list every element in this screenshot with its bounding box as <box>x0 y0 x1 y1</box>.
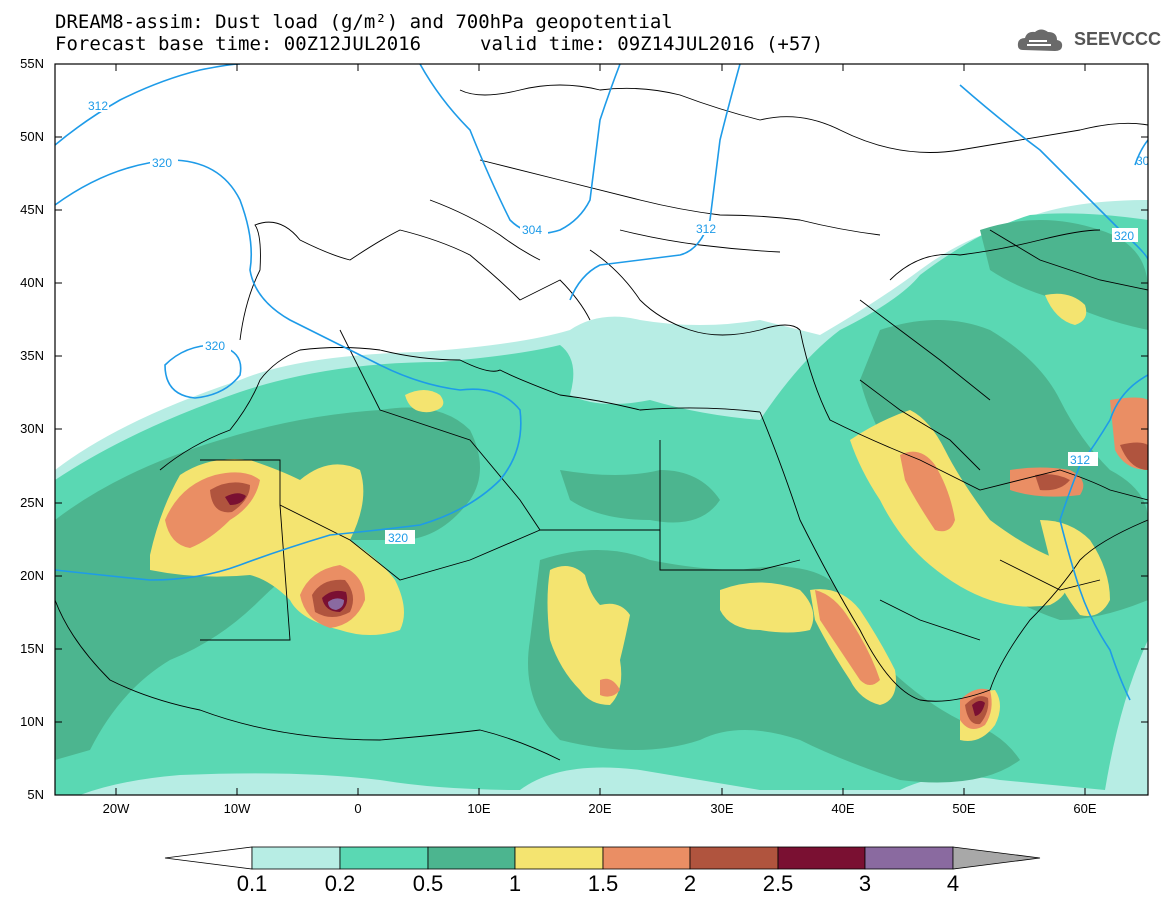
contour-label: 320 <box>152 156 172 170</box>
dust-shade-1 <box>720 582 814 633</box>
lat-label: 10N <box>20 714 44 729</box>
contour-312-far <box>959 84 1148 261</box>
dust-shade-2.5 <box>972 700 985 716</box>
lat-label: 30N <box>20 421 44 436</box>
colorbar-bin <box>864 846 954 870</box>
lon-label: 10W <box>223 801 251 816</box>
colorbar-label: 2.5 <box>762 871 794 896</box>
lon-label: 20W <box>102 801 130 816</box>
lon-label: 50E <box>952 801 976 816</box>
colorbar-bin <box>689 846 779 870</box>
geopotential-contours <box>55 64 1148 701</box>
colorbar-bin <box>514 846 604 870</box>
contour-label: 320 <box>1114 229 1134 243</box>
lat-label: 25N <box>20 495 44 510</box>
colorbar-label: 4 <box>946 871 960 896</box>
contour-label: 304 <box>522 223 542 237</box>
colorbar-label: 0.5 <box>412 871 444 896</box>
contour-label: 312 <box>88 99 108 113</box>
dust-shade-2 <box>1120 442 1148 470</box>
colorbar-label: 1.5 <box>587 871 619 896</box>
map-title: DREAM8-assim: Dust load (g/m²) and 700hP… <box>55 11 673 33</box>
contour-312-gulf <box>1059 374 1148 701</box>
contour-label: 312 <box>1070 453 1090 467</box>
colorbar-bin <box>777 846 866 870</box>
colorbar-left-arrow <box>164 846 253 870</box>
contour-labels: 312 320 320 304 312 320 312 320 30 <box>85 98 1150 545</box>
colorbar-label: 2 <box>683 871 697 896</box>
dust-shade-0.5 <box>560 470 720 523</box>
dust-shade-1 <box>405 390 444 413</box>
lon-label: 20E <box>588 801 612 816</box>
colorbar-label: 0.2 <box>324 871 356 896</box>
contour-312-west <box>55 64 241 146</box>
colorbar-right-arrow <box>952 846 1041 870</box>
lat-label: 5N <box>27 787 44 802</box>
lon-label: 60E <box>1073 801 1097 816</box>
lon-label: 0 <box>354 801 362 816</box>
dust-shade-0.5 <box>528 550 1020 783</box>
colorbar-bin <box>251 846 341 870</box>
contour-320-west <box>55 159 522 581</box>
contour-label: 30 <box>1136 154 1150 168</box>
valid-time: valid time: 09Z14JUL2016 (+57) <box>480 33 824 55</box>
colorbar-bin <box>427 846 516 870</box>
lat-label: 45N <box>20 202 44 217</box>
colorbar-bin <box>602 846 691 870</box>
lat-label: 15N <box>20 641 44 656</box>
contour-label: 320 <box>205 339 225 353</box>
lat-label: 55N <box>20 56 44 71</box>
dust-shade-2.5 <box>225 493 246 505</box>
dust-shade-1 <box>547 566 630 705</box>
forecast-base-time: Forecast base time: 00Z12JUL2016 <box>55 33 422 55</box>
dust-shade-1.5 <box>900 451 955 532</box>
colorbar <box>164 846 1041 870</box>
dust-shade-1.5 <box>815 590 880 685</box>
contour-label: 320 <box>388 531 408 545</box>
lon-label: 40E <box>831 801 855 816</box>
contour-312-east <box>569 64 741 301</box>
contour-320-loop <box>164 344 242 399</box>
lat-label: 20N <box>20 568 44 583</box>
contour-30 <box>1134 139 1148 166</box>
contour-label: 312 <box>696 222 716 236</box>
lon-label: 30E <box>710 801 734 816</box>
dust-shade-1.5 <box>600 678 620 697</box>
coastlines <box>55 84 1148 761</box>
lat-label: 35N <box>20 348 44 363</box>
colorbar-label: 0.1 <box>236 871 268 896</box>
logo-text: SEEVCCC <box>1074 29 1162 49</box>
dust-shade-0.5 <box>980 220 1148 330</box>
colorbar-label: 1 <box>508 871 522 896</box>
contour-304 <box>419 64 621 235</box>
cloud-icon <box>1017 29 1063 51</box>
dust-shade-2 <box>1035 474 1070 491</box>
colorbar-label: 3 <box>858 871 872 896</box>
dust-shade-3 <box>328 598 344 610</box>
lat-label: 40N <box>20 275 44 290</box>
lat-label: 50N <box>20 129 44 144</box>
axis-ticks <box>55 63 1148 795</box>
lon-label: 10E <box>467 801 491 816</box>
colorbar-bin <box>339 846 429 870</box>
dust-shade-1 <box>1045 293 1087 325</box>
dust-shade-0.5 <box>55 407 480 760</box>
